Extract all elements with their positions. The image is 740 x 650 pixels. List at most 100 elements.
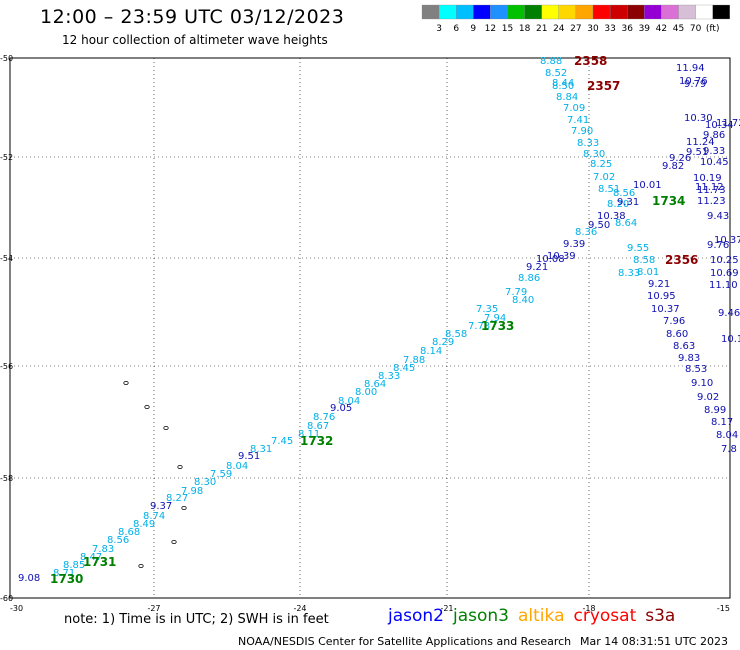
wave-height-value: 10.37: [651, 304, 680, 315]
longitude-tick-label: -27: [147, 604, 160, 613]
wave-height-value: 10.34: [705, 120, 734, 131]
wave-height-value: 10.10: [721, 334, 740, 345]
wave-height-value: 9.08: [18, 573, 40, 584]
wave-height-value: 11.10: [709, 280, 738, 291]
wave-height-value: 9.10: [691, 378, 713, 389]
wave-height-value: 7.83: [92, 544, 114, 555]
color-scale-label: 15: [502, 24, 513, 34]
wave-height-value: 9.76: [707, 240, 729, 251]
wave-height-value: 10.39: [547, 251, 576, 262]
latitude-tick-label: -56: [0, 362, 13, 371]
wave-height-value: 7.45: [271, 436, 293, 447]
wave-height-value: 8.58: [445, 329, 467, 340]
wave-height-value: 8.56: [613, 188, 635, 199]
wave-height-value: 8.49: [133, 519, 155, 530]
island-outline: [177, 464, 183, 469]
wave-height-value: 8.71: [53, 568, 75, 579]
wave-height-value: 9.83: [678, 353, 700, 364]
color-scale-label: (ft): [706, 24, 720, 34]
pass-time-label: 2358: [574, 54, 607, 68]
wave-height-value: 7.73: [468, 321, 490, 332]
wave-height-value: 9.39: [563, 239, 585, 250]
wave-height-value: 7.90: [571, 126, 593, 137]
map-title: 12:00 – 23:59 UTC 03/12/2023: [40, 6, 345, 28]
wave-height-value: 8.00: [355, 387, 377, 398]
wave-height-value: 9.82: [662, 161, 684, 172]
island-outline: [171, 540, 177, 545]
wave-height-value: 9.31: [617, 197, 639, 208]
longitude-tick-label: -18: [582, 604, 595, 613]
legend-item-jason2: jason2: [388, 606, 444, 626]
wave-height-value: 9.37: [150, 501, 172, 512]
wave-height-value: 10.38: [597, 211, 626, 222]
wave-height-value: 8.33: [618, 268, 640, 279]
wave-height-value: 7.96: [663, 316, 685, 327]
color-scale-label: 30: [587, 24, 599, 34]
wave-height-value: 8.50: [552, 81, 574, 92]
latitude-tick-label: -50: [0, 54, 13, 63]
wave-height-value: 7.79: [505, 287, 527, 298]
wave-height-value: 7.59: [210, 469, 232, 480]
generated-timestamp: Mar 14 08:31:51 UTC 2023: [580, 635, 728, 648]
wave-height-value: 8.44: [552, 78, 574, 89]
color-swatch: [712, 4, 730, 20]
wave-height-value: 7.94: [484, 313, 506, 324]
wave-height-value: 11.24: [686, 137, 715, 148]
wave-height-value: 7.41: [567, 115, 589, 126]
color-scale-bar: 3 6 9 12 15 18 21 24 27 30 33 36 39 42 45 70 (ft): [421, 4, 730, 34]
island-outline: [181, 505, 187, 510]
color-scale-label: 27: [570, 24, 581, 34]
wave-height-value: 9.50: [588, 220, 610, 231]
wave-height-value: 8.33: [378, 371, 400, 382]
color-scale-label: 33: [604, 24, 615, 34]
color-scale-label: 70: [690, 24, 702, 34]
legend-item-jason3: jason3: [453, 606, 509, 626]
wave-height-value: 11.94: [676, 63, 705, 74]
color-scale-label: 39: [639, 24, 651, 34]
wave-height-value: 9.55: [627, 243, 649, 254]
wave-height-value: 8.47: [80, 552, 102, 563]
pass-time-label: 1733: [481, 319, 514, 333]
color-scale-label: 6: [453, 24, 459, 34]
wave-height-value: 8.33: [577, 138, 599, 149]
wave-height-value: 8.68: [118, 527, 140, 538]
wave-height-value: 8.64: [615, 218, 637, 229]
pass-time-label: 2356: [665, 253, 698, 267]
wave-height-value: 8.76: [313, 412, 335, 423]
wave-height-value: 7.09: [563, 103, 585, 114]
wave-height-value: 8.29: [432, 337, 454, 348]
wave-height-value: 7.35: [476, 304, 498, 315]
wave-height-value: 10.69: [710, 268, 739, 279]
pass-time-label: 2357: [587, 79, 620, 93]
longitude-tick-label: -21: [440, 604, 453, 613]
wave-height-value: 8.36: [575, 227, 597, 238]
pass-time-label: 1732: [300, 434, 333, 448]
color-scale-label: 36: [621, 24, 633, 34]
map-subtitle: 12 hour collection of altimeter wave hei…: [62, 33, 328, 47]
wave-height-value: 8.60: [666, 329, 688, 340]
wave-height-value: 10.25: [710, 255, 739, 266]
color-scale-label: 3: [436, 24, 442, 34]
color-scale-label: 42: [656, 24, 667, 34]
color-scale-label: 21: [536, 24, 547, 34]
credit-line: NOAA/NESDIS Center for Satellite Applica…: [238, 635, 572, 648]
wave-height-value: 11.72: [716, 118, 740, 129]
wave-height-value: 9.02: [697, 392, 719, 403]
wave-height-value: 9.51: [686, 147, 708, 158]
latitude-tick-label: -60: [0, 594, 13, 603]
wave-height-value: 7.98: [181, 486, 203, 497]
wave-height-value: 7.88: [403, 355, 425, 366]
wave-height-value: 8.85: [63, 560, 85, 571]
wave-height-value: 10.95: [647, 291, 676, 302]
island-outline: [138, 564, 144, 569]
wave-height-value: 9.21: [648, 279, 670, 290]
wave-height-value: 8.27: [166, 493, 188, 504]
wave-height-value: 8.51: [598, 184, 620, 195]
wave-height-value: 8.11: [298, 429, 320, 440]
legend-item-s3a: s3a: [645, 606, 676, 626]
wave-height-value: 8.99: [704, 405, 726, 416]
legend-item-cryosat: cryosat: [573, 606, 637, 626]
wave-height-value: 8.14: [420, 346, 442, 357]
wave-height-value: 8.84: [556, 92, 578, 103]
